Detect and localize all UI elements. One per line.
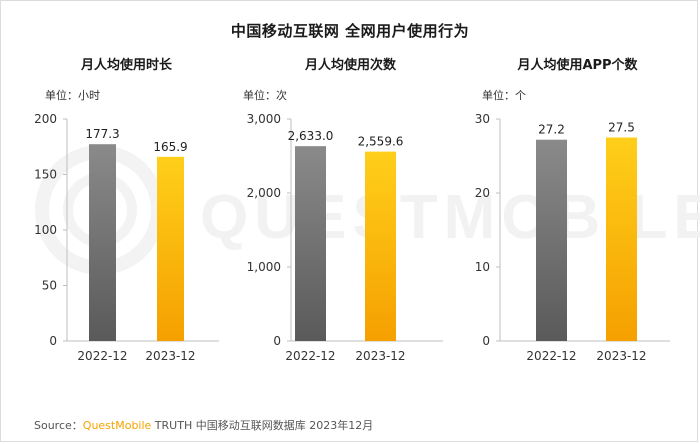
source-rest: TRUTH 中国移动互联网数据库 2023年12月	[151, 419, 374, 432]
y-tick-label: 0	[273, 334, 281, 348]
bar-2023-12	[606, 137, 637, 341]
data-label: 27.5	[608, 121, 635, 135]
source-brand: QuestMobile	[82, 419, 152, 432]
chart-svg: 0 1,000 2,000 3,000 2,633.0 2022-12 2,559.6 202…	[247, 112, 443, 363]
unit-label: 单位：次	[243, 89, 287, 102]
bar-2022-12	[89, 144, 116, 341]
bar-2022-12	[295, 146, 326, 341]
x-tick-label: 2023-12	[145, 349, 195, 363]
x-tick-label: 2022-12	[285, 349, 335, 363]
bar-2023-12	[365, 151, 396, 341]
y-tick-label: 100	[34, 223, 57, 237]
x-tick-label: 2022-12	[526, 349, 576, 363]
unit-label: 单位：小时	[45, 89, 100, 102]
chart-title: 月人均使用APP个数	[517, 58, 638, 73]
data-label: 27.2	[538, 123, 565, 137]
chart-title: 月人均使用时长	[80, 58, 172, 73]
unit-label: 单位：个	[482, 89, 526, 102]
x-tick-label: 2022-12	[77, 349, 127, 363]
y-tick-label: 1,000	[247, 260, 281, 274]
y-tick-label: 50	[42, 279, 57, 293]
y-tick-label: 30	[475, 112, 490, 126]
y-tick-label: 10	[475, 260, 490, 274]
chart-panel-app-count: 月人均使用APP个数 单位：个 0 10 20 30 27.2 2022-12 27.5 20…	[470, 0, 685, 380]
y-tick-label: 3,000	[247, 112, 281, 126]
data-label: 2,633.0	[288, 129, 334, 143]
y-tick-label: 0	[482, 334, 490, 348]
page-title: 中国移动互联网 全网用户使用行为	[230, 22, 470, 40]
data-label: 177.3	[85, 127, 119, 141]
x-tick-label: 2023-12	[355, 349, 405, 363]
bar-2022-12	[536, 139, 567, 341]
chart-svg: 0 50 100 150 200 177.3 2022-12 165.9 2023-12	[34, 112, 219, 363]
data-label: 2,559.6	[358, 135, 404, 149]
bar-2023-12	[157, 156, 184, 341]
y-tick-label: 150	[34, 168, 57, 182]
chart-svg: 0 10 20 30 27.2 2022-12 27.5 2023-12	[475, 112, 670, 363]
data-label: 165.9	[153, 140, 187, 154]
source-prefix: Source：	[34, 419, 83, 432]
y-tick-label: 20	[475, 186, 490, 200]
chart-title: 月人均使用次数	[304, 58, 396, 73]
x-tick-label: 2023-12	[596, 349, 646, 363]
chart-panel-usage-count: 月人均使用次数 单位：次 0 1,000 2,000 3,000 2,633.0 2022…	[243, 0, 458, 380]
y-tick-label: 0	[49, 334, 57, 348]
chart-panel-usage-time: 月人均使用时长 单位：小时 0 50 100 150 200 177.3 2022-12 16…	[19, 0, 234, 380]
y-tick-label: 200	[34, 112, 57, 126]
y-tick-label: 2,000	[247, 186, 281, 200]
source-note: Source：QuestMobile TRUTH 中国移动互联网数据库 2023…	[34, 417, 373, 433]
